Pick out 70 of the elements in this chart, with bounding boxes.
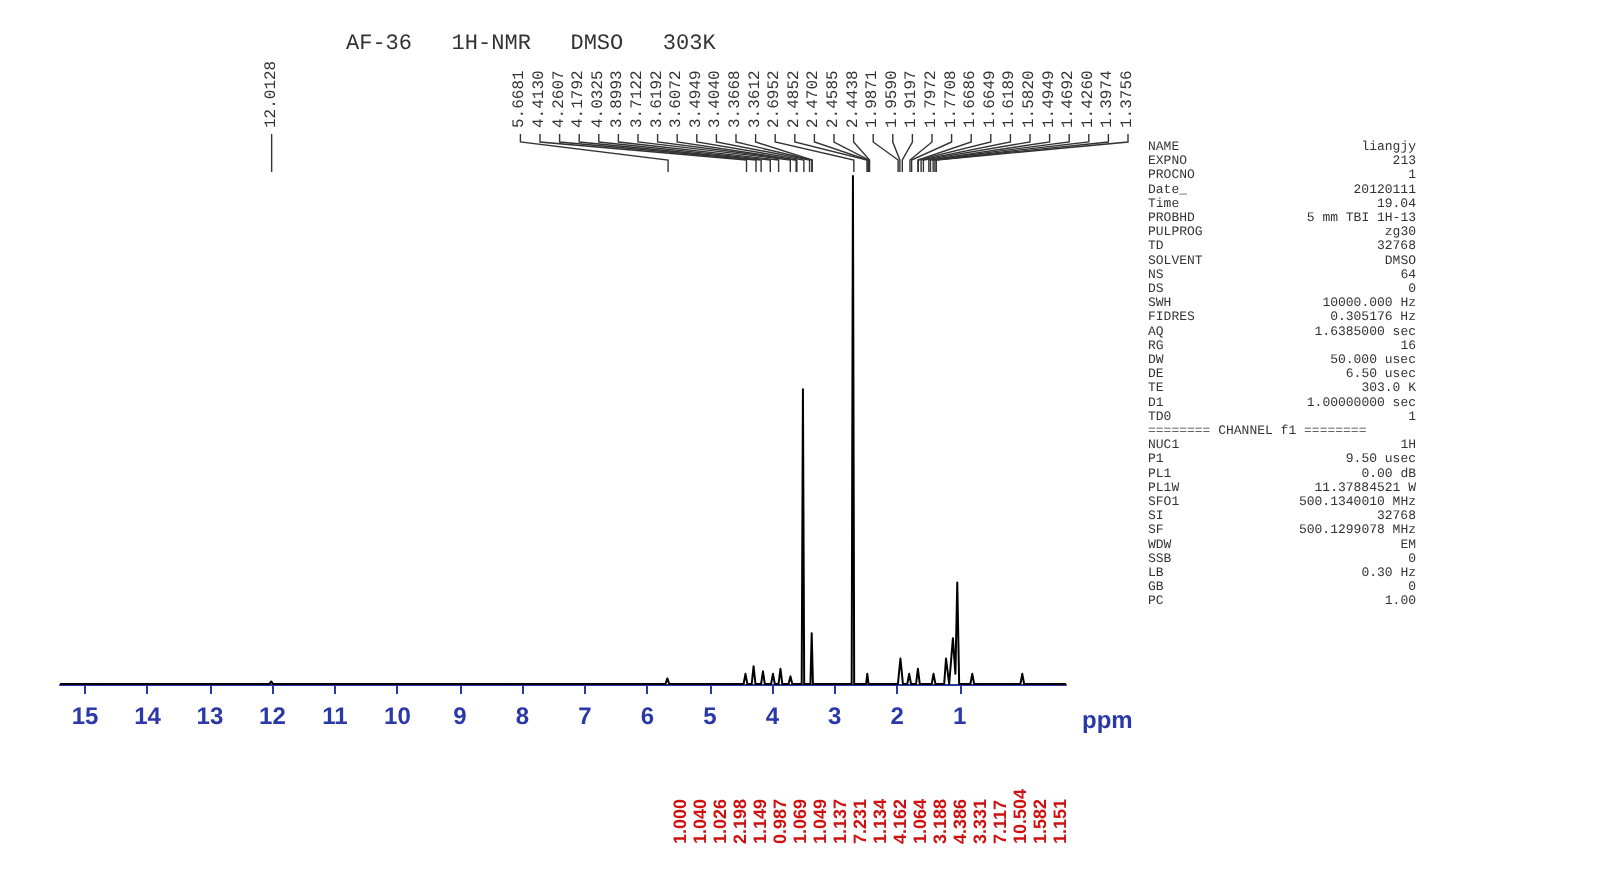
annotation: 1.4692 [1060, 69, 1079, 128]
text: 1.151 [1050, 798, 1070, 844]
text: 2.198 [730, 798, 750, 844]
annotation: 3.6072 [668, 69, 687, 128]
text: 1.026 [710, 798, 730, 844]
annotation: 4.1792 [570, 69, 589, 128]
text: 7.117 [990, 799, 1010, 844]
x-tick-label: 9 [453, 702, 468, 730]
x-tick-label: 1 [953, 702, 968, 730]
text: 1.137 [830, 798, 850, 844]
annotation: 3.6192 [648, 69, 667, 128]
annotation: 2.4585 [825, 69, 843, 128]
annotation: 4.2607 [550, 69, 569, 128]
x-tick-label: 4 [765, 702, 780, 730]
annotation: 1.4949 [1040, 69, 1059, 128]
x-tick-label: 2 [890, 702, 905, 730]
chart-title: AF-36 1H-NMR DMSO 303K [346, 33, 717, 57]
annotation: 1.6686 [962, 69, 981, 128]
text: 1.064 [910, 798, 930, 844]
text: 1.000 [670, 798, 690, 844]
annotation: 1.4260 [1079, 69, 1098, 128]
text: 7.231 [850, 798, 870, 844]
annotation: 1.3974 [1099, 69, 1118, 128]
text: 1.040 [690, 798, 710, 844]
x-tick-label: 11 [322, 702, 349, 730]
text: 3.331 [970, 798, 990, 844]
annotation: 3.8993 [609, 69, 628, 128]
text: 1.069 [790, 798, 810, 844]
x-tick-label: 3 [828, 702, 843, 730]
text: 1.149 [750, 798, 770, 844]
text: 1.582 [1030, 798, 1050, 844]
x-tick-label: 14 [134, 702, 162, 730]
annotation: 1.7972 [923, 69, 941, 128]
annotation: 2.4438 [844, 69, 863, 128]
annotation: 1.5820 [1021, 69, 1039, 128]
text: 10.504 [1010, 788, 1030, 844]
x-axis-title: ppm [1082, 706, 1133, 734]
text: 4.162 [890, 798, 910, 844]
text: 1.134 [870, 798, 890, 844]
annotation: 1.9590 [883, 69, 902, 128]
annotation: 4.0325 [589, 69, 608, 128]
x-tick-label: 5 [703, 702, 718, 730]
text: 4.386 [950, 798, 970, 844]
text: 0.987 [770, 798, 790, 844]
annotation: 1.6649 [981, 69, 1000, 128]
annotation: 5.6681 [511, 69, 530, 128]
annotation: 2.6952 [766, 69, 785, 128]
annotation: 1.9871 [864, 69, 883, 128]
x-tick-label: 6 [640, 702, 655, 730]
x-tick-label: 12 [259, 702, 287, 730]
text: 1.049 [810, 798, 830, 844]
annotation: 1.7708 [942, 69, 961, 128]
x-tick-label: 15 [71, 702, 99, 730]
annotation: 2.4702 [805, 69, 824, 128]
annotation: 1.9197 [903, 69, 922, 128]
annotation: 1.6189 [1001, 69, 1020, 128]
annotation: 3.4040 [707, 69, 726, 128]
text: 3.188 [930, 798, 950, 844]
x-tick-label: 8 [515, 702, 530, 730]
annotation: 1.3756 [1119, 69, 1137, 128]
x-tick-label: 13 [196, 702, 224, 730]
annotation: 4.4130 [531, 69, 549, 128]
x-tick-label: 7 [578, 702, 593, 730]
annotation: 12.0128 [262, 60, 281, 128]
annotation: 3.4949 [687, 69, 706, 128]
annotation: 3.3612 [746, 69, 765, 128]
annotation: 2.4852 [785, 69, 804, 128]
annotation: 3.3668 [727, 69, 745, 128]
x-tick-label: 10 [384, 702, 412, 730]
annotation: 3.7122 [629, 69, 647, 128]
